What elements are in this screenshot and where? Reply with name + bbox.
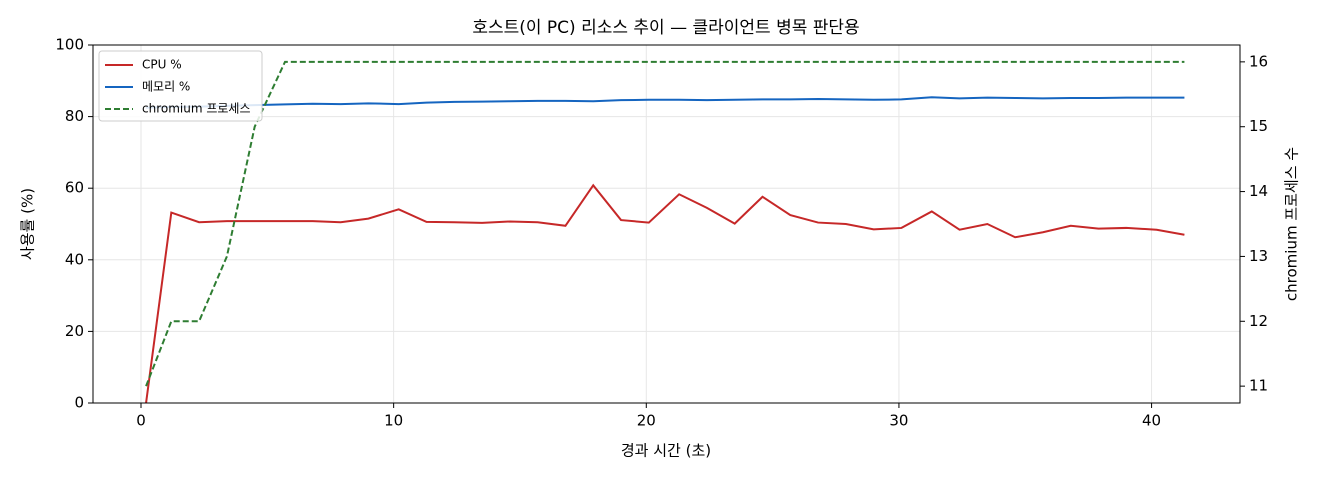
x-tick-label: 10	[384, 412, 403, 430]
y-tick-label: 0	[74, 394, 84, 412]
legend-label: 메모리 %	[142, 80, 190, 94]
series-line	[146, 96, 1185, 109]
legend: CPU % 메모리 % chromium 프로세스	[98, 50, 263, 122]
legend-box	[98, 50, 263, 122]
y-tick-label: 40	[65, 250, 84, 268]
y-tick-label: 60	[65, 179, 84, 197]
x-tick-label: 30	[889, 412, 908, 430]
x-tick-label: 20	[637, 412, 656, 430]
y2-axis-label: chromium 프로세스 수	[1283, 147, 1301, 301]
y-tick-label: 20	[65, 322, 84, 340]
y2-tick-label: 16	[1249, 52, 1268, 70]
y2-tick-label: 12	[1249, 312, 1268, 330]
x-axis-label: 경과 시간 (초)	[621, 442, 711, 460]
chart-title: 호스트(이 PC) 리소스 추이 — 클라이언트 병목 판단용	[472, 18, 859, 38]
y2-tick-label: 11	[1249, 377, 1268, 395]
series-line	[145, 60, 1185, 387]
y2-tick-label: 14	[1249, 182, 1268, 200]
x-tick-label: 0	[136, 412, 146, 430]
y-axis-label: 사용률 (%)	[19, 188, 37, 260]
y2-tick-label: 13	[1249, 247, 1268, 265]
legend-label: chromium 프로세스	[142, 102, 251, 116]
series-line	[145, 183, 1185, 404]
x-tick-label: 40	[1142, 412, 1161, 430]
legend-label: CPU %	[142, 58, 182, 72]
y-tick-label: 80	[65, 107, 84, 125]
y-tick-label: 100	[55, 36, 84, 54]
plot-frame	[92, 44, 1241, 404]
y2-tick-label: 15	[1249, 117, 1268, 135]
